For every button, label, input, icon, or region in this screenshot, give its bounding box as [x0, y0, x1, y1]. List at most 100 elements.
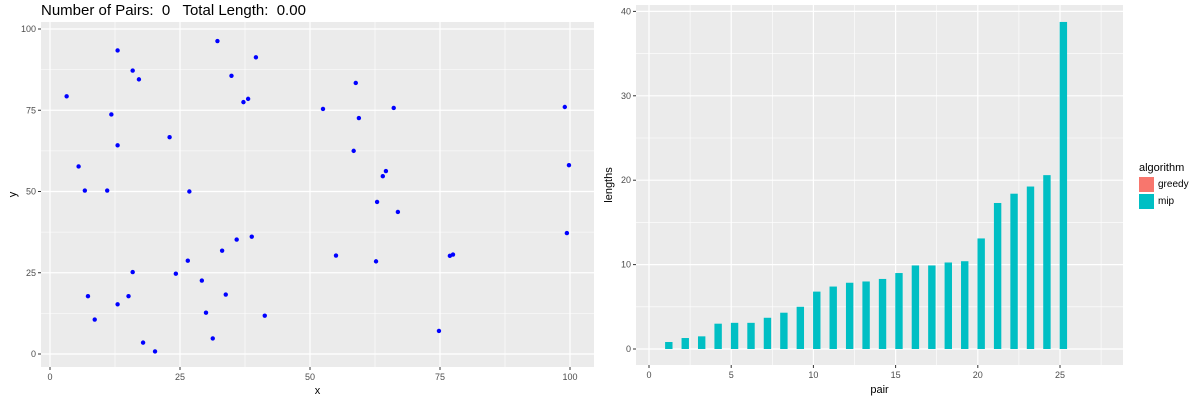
- x-tick-label: 0: [47, 372, 52, 382]
- data-point: [115, 48, 120, 53]
- bar-mip: [697, 336, 706, 349]
- data-point: [130, 269, 135, 275]
- bar-mip: [763, 317, 772, 349]
- data-point: [85, 293, 91, 299]
- data-point: [380, 174, 385, 179]
- x-tick-label: 100: [562, 372, 577, 382]
- data-point: [249, 234, 254, 239]
- pairs-value: 0: [161, 2, 171, 19]
- legend-label-greedy: greedy: [1158, 179, 1189, 190]
- scatter-plot: 0 25 50 75 100 0 25 50 75 100 x y: [7, 22, 594, 397]
- data-point: [436, 328, 442, 334]
- bar-mip: [944, 262, 952, 349]
- data-point: [245, 96, 251, 102]
- data-point: [234, 237, 239, 242]
- data-point: [219, 248, 225, 253]
- y-tick-label: 0: [626, 344, 631, 354]
- data-point: [223, 292, 228, 297]
- y-tick-label: 50: [26, 187, 36, 197]
- y-tick-label: 100: [21, 24, 36, 34]
- bar-mip: [730, 322, 739, 349]
- x-tick-label: 20: [973, 370, 983, 380]
- data-point: [136, 77, 142, 82]
- data-point: [185, 258, 190, 263]
- bar-mip: [714, 323, 722, 349]
- data-point: [76, 164, 81, 169]
- data-point: [333, 253, 339, 258]
- bar-mip: [681, 338, 689, 349]
- x-axis-label: x: [315, 385, 321, 397]
- data-point: [564, 230, 570, 236]
- data-point: [92, 317, 97, 322]
- bar-mip: [895, 273, 903, 349]
- data-point: [229, 73, 234, 79]
- data-point: [566, 162, 572, 168]
- y-axis-label: y: [7, 191, 19, 197]
- x-tick-label: 15: [891, 370, 901, 380]
- data-point: [262, 313, 267, 318]
- x-tick-label: 25: [175, 372, 185, 382]
- data-point: [105, 188, 110, 193]
- length-value: 0.00: [276, 2, 306, 19]
- data-point: [241, 99, 246, 105]
- data-point: [167, 135, 172, 140]
- bar-mip: [665, 341, 673, 349]
- data-point: [356, 115, 362, 121]
- data-point: [199, 278, 205, 283]
- bar-mip: [813, 291, 821, 349]
- bar-mip: [780, 312, 788, 349]
- length-label: Total Length:: [182, 2, 269, 19]
- data-point: [187, 189, 192, 194]
- data-point: [395, 209, 401, 215]
- bar-mip: [1043, 175, 1051, 349]
- data-point: [215, 38, 220, 44]
- y-tick-label: 0: [31, 349, 36, 359]
- y-tick-label: 25: [26, 268, 36, 278]
- data-point: [351, 148, 356, 154]
- bar-mip: [911, 265, 920, 349]
- legend: algorithm greedy mip: [1139, 162, 1189, 210]
- data-point: [126, 293, 131, 299]
- bar-mip: [1026, 186, 1035, 349]
- y-tick-label: 75: [26, 105, 36, 115]
- legend-swatch-greedy: [1139, 177, 1154, 192]
- y-axis-label: lengths: [603, 167, 615, 203]
- pairs-label: Number of Pairs:: [41, 2, 154, 19]
- bar-mip: [829, 286, 837, 349]
- data-point: [320, 106, 326, 112]
- x-tick-label: 0: [646, 370, 651, 380]
- data-point: [562, 104, 567, 110]
- data-point: [130, 68, 135, 73]
- legend-label-mip: mip: [1158, 196, 1175, 207]
- data-point: [115, 302, 120, 307]
- data-point: [253, 55, 259, 60]
- data-point: [383, 168, 389, 174]
- data-point: [450, 252, 456, 257]
- y-tick-label: 30: [621, 91, 631, 101]
- x-tick-label: 5: [729, 370, 734, 380]
- x-tick-label: 50: [305, 372, 315, 382]
- data-point: [140, 340, 146, 345]
- plot-title: Number of Pairs: 0 Total Length: 0.00: [41, 2, 306, 19]
- data-point: [373, 259, 379, 264]
- bar-mip: [747, 322, 755, 349]
- data-point: [82, 188, 88, 193]
- y-tick-label: 10: [621, 260, 631, 270]
- legend-title: algorithm: [1139, 162, 1185, 174]
- legend-swatch-mip: [1139, 194, 1154, 209]
- data-point: [210, 336, 215, 341]
- bar-mip: [993, 202, 1002, 349]
- bar-mip: [1010, 193, 1018, 349]
- bar-mip: [862, 281, 870, 349]
- data-point: [203, 310, 209, 315]
- data-point: [152, 349, 158, 354]
- data-point: [173, 271, 179, 276]
- data-point: [391, 105, 396, 111]
- y-tick-label: 20: [621, 175, 631, 185]
- panel-background: [41, 22, 594, 367]
- legend-item-mip: mip: [1139, 193, 1189, 210]
- legend-item-greedy: greedy: [1139, 176, 1189, 193]
- bar-chart: 0 5 10 15 20 25 0 10 20 30 40 pair lengths: [603, 5, 1123, 396]
- x-tick-label: 75: [435, 372, 445, 382]
- bar-mip: [961, 261, 969, 349]
